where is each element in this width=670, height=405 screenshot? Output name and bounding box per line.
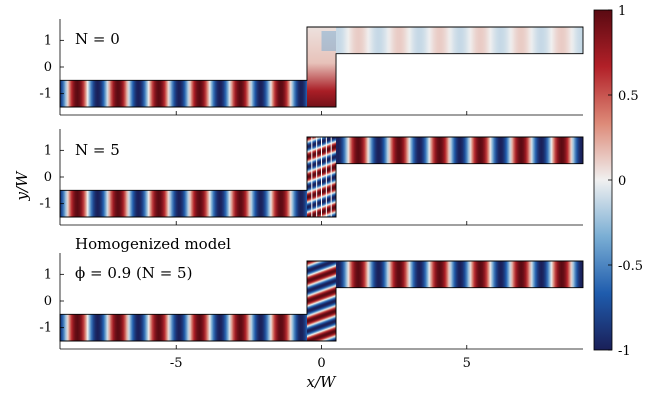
junction-field — [306, 261, 337, 341]
annotation-panel-3-title: Homogenized model — [75, 235, 231, 253]
annotation-panel-1: N = 0 — [75, 30, 120, 48]
x-tick-label: 0 — [317, 356, 325, 371]
domain-outline — [59, 260, 584, 342]
colorbar-tick-label: 0.5 — [618, 89, 639, 104]
y-tick-label: 1 — [44, 143, 52, 158]
colorbar-tick-label: 1 — [618, 4, 626, 19]
panel-n0: 1 0 -1 — [39, 19, 584, 116]
y-tick-label: -1 — [39, 197, 52, 212]
colorbar: 1 0.5 0 -0.5 -1 — [593, 4, 643, 359]
domain-outline — [59, 26, 584, 108]
lower-channel-field — [60, 80, 337, 107]
y-tick-label: 1 — [44, 267, 52, 282]
y-tick-label: 0 — [44, 294, 52, 309]
y-tick-label: 0 — [44, 60, 52, 75]
y-tick-label: 1 — [44, 33, 52, 48]
colorbar-tick-label: -0.5 — [618, 259, 643, 274]
x-tick-label: 5 — [463, 356, 471, 371]
upper-channel-field — [306, 27, 583, 54]
colorbar-tick-label: -1 — [618, 344, 631, 359]
y-axis-label: y/W — [13, 170, 31, 202]
y-tick-label: 0 — [44, 170, 52, 185]
upper-channel-field — [306, 137, 583, 164]
y-tick-label: -1 — [39, 87, 52, 102]
colorbar-tick-label: 0 — [618, 174, 626, 189]
annotation-panel-2: N = 5 — [75, 141, 120, 159]
annotation-panel-3-subtitle: ϕ = 0.9 (N = 5) — [75, 264, 192, 282]
x-axis-label: x/W — [307, 373, 338, 391]
x-tick-label: -5 — [170, 356, 183, 371]
panel-homogenized: 1 0 -1 -5 0 5 — [39, 253, 584, 371]
y-tick-label: -1 — [39, 321, 52, 336]
lower-channel-field — [60, 190, 337, 217]
domain-outline — [59, 136, 584, 218]
lower-channel-field — [60, 314, 337, 341]
junction-shadow — [321, 31, 337, 51]
panel-n5: 1 0 -1 — [39, 129, 584, 226]
upper-channel-field — [306, 261, 583, 288]
